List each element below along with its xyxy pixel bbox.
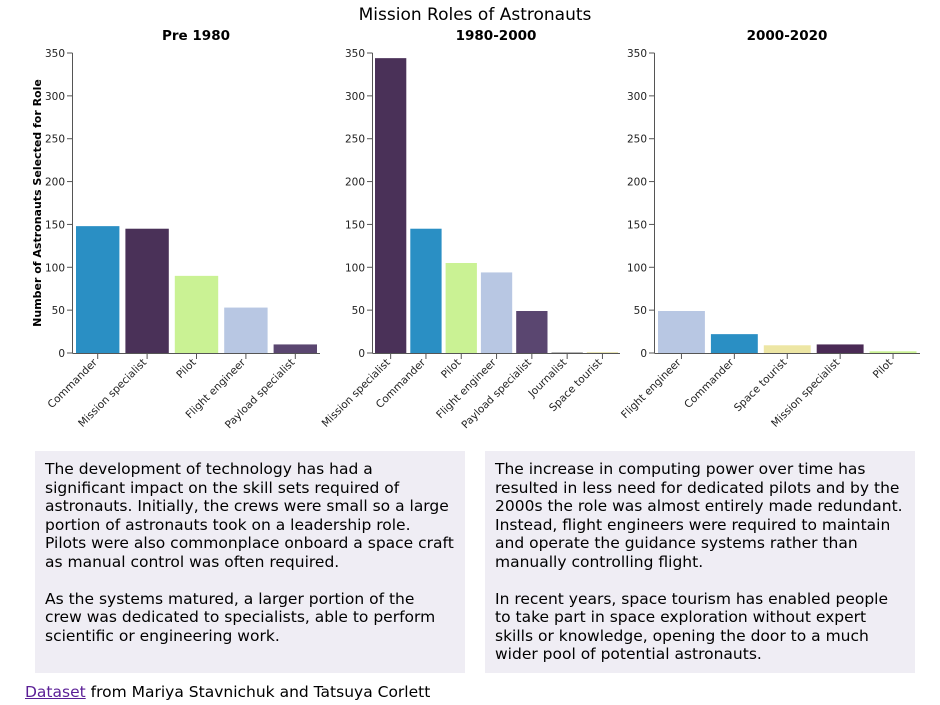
y-tick-label: 350 bbox=[345, 48, 365, 60]
y-tick-label: 300 bbox=[627, 91, 647, 103]
subchart-pre-1980: Pre 1980050100150200250300350CommanderMi… bbox=[45, 28, 320, 431]
footer: Dataset from Mariya Stavnichuk and Tatsu… bbox=[25, 683, 430, 701]
x-tick-label: Pilot bbox=[174, 357, 198, 381]
y-tick-label: 250 bbox=[45, 134, 65, 146]
bar-commander bbox=[76, 226, 120, 353]
y-tick-label: 0 bbox=[58, 348, 65, 360]
y-tick-label: 250 bbox=[345, 134, 365, 146]
bar-pilot bbox=[445, 263, 477, 353]
subchart-title: 1980-2000 bbox=[456, 28, 537, 44]
x-tick-label: Payload specialist bbox=[459, 357, 534, 432]
x-tick-label: Pilot bbox=[871, 357, 895, 381]
panel-left-paragraph-1: The development of technology has had a … bbox=[45, 460, 454, 571]
subchart-title: 2000-2020 bbox=[747, 28, 828, 44]
bar-pilot bbox=[869, 351, 917, 353]
x-tick-label: Flight engineer bbox=[434, 356, 499, 421]
chart: Mission Roles of Astronauts Number of As… bbox=[31, 5, 920, 431]
bar-mission-specialist bbox=[125, 228, 169, 353]
chart-title: Mission Roles of Astronauts bbox=[359, 5, 592, 25]
y-tick-label: 300 bbox=[345, 91, 365, 103]
y-tick-label: 150 bbox=[345, 219, 365, 231]
bar-flight-engineer bbox=[480, 272, 513, 353]
panel-left-paragraph-2: As the systems matured, a larger portion… bbox=[45, 589, 436, 645]
bar-payload-specialist bbox=[516, 311, 548, 353]
y-tick-label: 150 bbox=[45, 219, 65, 231]
text-panel-right: The increase in computing power over tim… bbox=[485, 451, 915, 673]
y-tick-label: 0 bbox=[640, 348, 647, 360]
bar-commander bbox=[710, 334, 758, 353]
x-tick-label: Commander bbox=[46, 356, 101, 411]
bar-journalist bbox=[551, 352, 583, 353]
y-tick-label: 200 bbox=[345, 177, 365, 189]
bar-flight-engineer bbox=[224, 307, 268, 353]
y-tick-label: 150 bbox=[627, 219, 647, 231]
bar-space-tourist bbox=[586, 352, 619, 353]
y-tick-label: 100 bbox=[627, 262, 647, 274]
subchart-2000-2020: 2000-2020 0 50 100 150 200 250 300 350 Flight eng… bbox=[619, 28, 920, 430]
subchart-title: Pre 1980 bbox=[162, 28, 230, 44]
y-tick-label: 100 bbox=[45, 262, 65, 274]
bar-pilot bbox=[174, 275, 219, 353]
y-tick-label: 350 bbox=[45, 48, 65, 60]
y-tick-label: 300 bbox=[45, 91, 65, 103]
y-tick-label: 100 bbox=[345, 262, 365, 274]
y-tick-label: 50 bbox=[52, 305, 65, 317]
bar-mission-specialist bbox=[375, 58, 407, 354]
y-tick-label: 200 bbox=[45, 177, 65, 189]
y-axis-label: Number of Astronauts Selected for Role bbox=[31, 79, 44, 327]
y-tick-label: 250 bbox=[627, 134, 647, 146]
x-tick-label: Pilot bbox=[439, 357, 463, 381]
panel-right-paragraph-1: The increase in computing power over tim… bbox=[495, 460, 903, 571]
bar-flight-engineer bbox=[658, 311, 705, 353]
x-tick-label: Space tourist bbox=[732, 357, 790, 415]
bar-commander bbox=[410, 228, 442, 353]
bar-payload-specialist bbox=[273, 344, 317, 353]
y-tick-label: 200 bbox=[627, 177, 647, 189]
x-tick-label: Flight engineer bbox=[619, 356, 684, 421]
bar-space-tourist bbox=[763, 345, 811, 353]
x-tick-label: Commander bbox=[682, 356, 737, 411]
y-tick-label: 350 bbox=[627, 48, 647, 60]
y-tick-label: 0 bbox=[358, 348, 365, 360]
bar-mission-specialist bbox=[816, 344, 864, 353]
y-tick-label: 50 bbox=[352, 305, 365, 317]
text-panel-left: The development of technology has had a … bbox=[35, 451, 465, 673]
dataset-link[interactable]: Dataset bbox=[25, 683, 86, 701]
footer-credit: from Mariya Stavnichuk and Tatsuya Corle… bbox=[85, 683, 431, 701]
y-tick-label: 50 bbox=[634, 305, 647, 317]
panel-right-paragraph-2: In recent years, space tourism has enabl… bbox=[495, 589, 889, 664]
